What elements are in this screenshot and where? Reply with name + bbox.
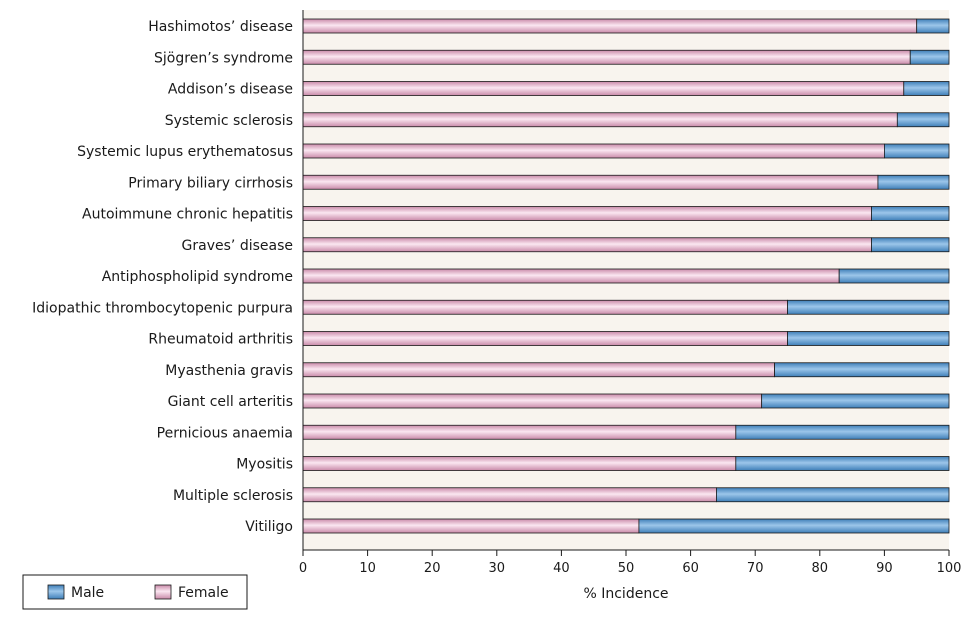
bar-female-systemic-lupus-erythematosus xyxy=(302,143,885,159)
category-label-graves-disease: Graves’ disease xyxy=(182,238,293,254)
legend: Male Female xyxy=(22,574,248,610)
x-tick-label-20: 20 xyxy=(424,561,441,576)
bar-female-systemic-sclerosis xyxy=(302,112,898,128)
legend-label-female: Female xyxy=(178,585,229,601)
bar-male-pernicious-anaemia xyxy=(735,424,950,440)
bar-male-hashimotos-disease xyxy=(916,18,950,34)
legend-label-male: Male xyxy=(71,585,104,601)
bar-female-idiopathic-thrombocytopenic-purpura xyxy=(302,299,788,315)
category-label-hashimotos-disease: Hashimotos’ disease xyxy=(148,19,293,35)
bar-male-autoimmune-chronic-hepatitis xyxy=(871,206,950,221)
bar-male-graves-disease xyxy=(871,237,950,253)
x-ticks: 0 10 20 30 40 50 60 70 80 90 100 xyxy=(299,550,962,576)
x-tick-label-80: 80 xyxy=(812,561,829,576)
category-label-pernicious-anaemia: Pernicious anaemia xyxy=(157,425,293,441)
bar-male-idiopathic-thrombocytopenic-purpura xyxy=(787,299,950,315)
category-labels: Hashimotos’ disease Sjögren’s syndrome Add… xyxy=(32,19,293,535)
category-label-myositis: Myositis xyxy=(236,457,293,473)
bar-female-sj-gren-s-syndrome xyxy=(302,49,911,65)
bar-male-antiphospholipid-syndrome xyxy=(838,268,950,284)
category-label-systemic-sclerosis: Systemic sclerosis xyxy=(165,113,293,129)
bar-male-giant-cell-arteritis xyxy=(761,393,950,409)
bar-female-myasthenia-gravis xyxy=(302,362,775,378)
bar-female-pernicious-anaemia xyxy=(302,424,737,440)
x-tick-label-40: 40 xyxy=(553,561,570,576)
bar-female-antiphospholipid-syndrome xyxy=(302,268,840,284)
category-label-rheumatoid-arthritis: Rheumatoid arthritis xyxy=(148,332,293,348)
x-tick-label-10: 10 xyxy=(359,561,376,576)
bar-female-autoimmune-chronic-hepatitis xyxy=(302,206,872,221)
x-tick-label-30: 30 xyxy=(489,561,506,576)
bar-female-rheumatoid-arthritis xyxy=(302,331,788,346)
bar-male-systemic-sclerosis xyxy=(896,112,950,128)
category-label-myasthenia-gravis: Myasthenia gravis xyxy=(165,363,293,379)
bar-female-giant-cell-arteritis xyxy=(302,393,763,409)
category-label-systemic-lupus-erythematosus: Systemic lupus erythematosus xyxy=(77,144,293,160)
x-axis-title: % Incidence xyxy=(583,586,668,602)
bar-female-primary-biliary-cirrhosis xyxy=(302,174,879,190)
x-tick-label-50: 50 xyxy=(618,561,635,576)
bar-female-hashimotos-disease xyxy=(302,18,918,34)
bar-male-sj-gren-s-syndrome xyxy=(909,49,950,65)
category-label-antiphospholipid-syndrome: Antiphospholipid syndrome xyxy=(102,269,293,285)
x-tick-label-0: 0 xyxy=(299,561,307,576)
category-label-sj-gren-s-syndrome: Sjögren’s syndrome xyxy=(154,50,293,66)
bar-male-multiple-sclerosis xyxy=(716,487,950,503)
x-tick-label-60: 60 xyxy=(682,561,699,576)
category-label-addison-s-disease: Addison’s disease xyxy=(168,82,293,98)
category-label-idiopathic-thrombocytopenic-purpura: Idiopathic thrombocytopenic purpura xyxy=(32,300,293,316)
bar-male-vitiligo xyxy=(638,518,950,534)
x-tick-label-100: 100 xyxy=(937,561,962,576)
bar-male-myositis xyxy=(735,456,950,471)
bar-male-myasthenia-gravis xyxy=(774,362,950,378)
bar-male-primary-biliary-cirrhosis xyxy=(877,174,950,190)
category-label-giant-cell-arteritis: Giant cell arteritis xyxy=(168,394,293,410)
x-tick-label-70: 70 xyxy=(747,561,764,576)
category-label-autoimmune-chronic-hepatitis: Autoimmune chronic hepatitis xyxy=(82,207,293,223)
legend-swatch-male xyxy=(47,584,65,600)
bar-male-rheumatoid-arthritis xyxy=(787,331,950,346)
category-label-vitiligo: Vitiligo xyxy=(245,519,293,535)
bar-female-myositis xyxy=(302,456,737,471)
bar-male-systemic-lupus-erythematosus xyxy=(884,143,950,159)
x-tick-label-90: 90 xyxy=(876,561,893,576)
bar-female-vitiligo xyxy=(302,518,640,534)
legend-swatch-female xyxy=(154,584,172,600)
bar-female-graves-disease xyxy=(302,237,872,253)
bar-male-addison-s-disease xyxy=(903,81,950,96)
bar-female-addison-s-disease xyxy=(302,81,905,96)
bar-female-multiple-sclerosis xyxy=(302,487,717,503)
category-label-multiple-sclerosis: Multiple sclerosis xyxy=(173,488,293,504)
category-label-primary-biliary-cirrhosis: Primary biliary cirrhosis xyxy=(128,175,293,191)
